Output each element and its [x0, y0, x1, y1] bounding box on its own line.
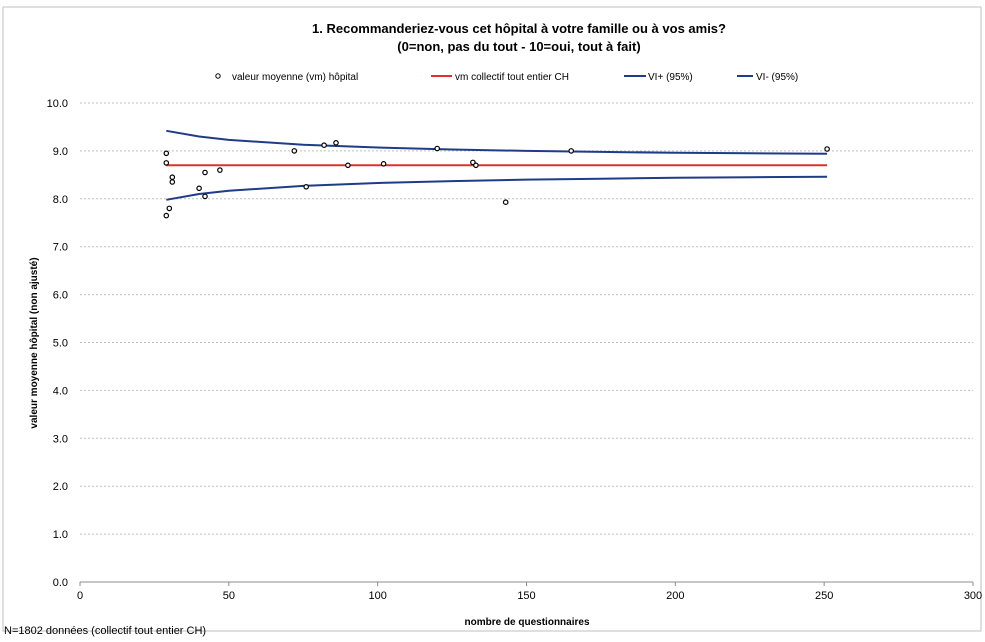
y-tick-label: 9.0 [53, 146, 68, 158]
y-axis-label: valeur moyenne hôpital (non ajusté) [29, 257, 40, 428]
legend-label-ci-lower: VI- (95%) [756, 72, 798, 83]
y-axis-ticks: 0.0 1.0 2.0 3.0 4.0 5.0 6.0 7.0 8.0 9.0 10.0 [47, 98, 68, 589]
hospital-data-point [502, 199, 509, 206]
hospital-data-point [568, 148, 575, 154]
hospital-data-point [380, 161, 387, 167]
x-tick-label: 100 [368, 590, 386, 602]
gridlines [80, 102, 973, 535]
hospital-data-point [473, 162, 479, 169]
chart-subtitle: (0=non, pas du tout - 10=oui, tout à fai… [397, 39, 640, 54]
hospital-data-point [163, 150, 170, 157]
y-tick-label: 6.0 [53, 290, 68, 302]
hospital-data-point [163, 212, 170, 219]
y-tick-label: 1.0 [53, 529, 68, 541]
hospital-data-point [166, 205, 173, 212]
y-tick-label: 8.0 [53, 194, 68, 206]
x-axis-label: nombre de questionnaires [464, 617, 589, 628]
legend: valeur moyenne (vm) hôpital vm collectif… [215, 72, 798, 83]
x-tick-label: 300 [964, 590, 982, 602]
hospital-data-point [321, 142, 327, 149]
hospital-data-point [291, 148, 298, 154]
hospital-data-point [196, 185, 202, 192]
hospital-data-point [303, 184, 310, 190]
hospital-data-point [333, 140, 339, 146]
x-tick-label: 0 [77, 590, 83, 602]
hospital-data-point [434, 145, 441, 152]
hospital-data-point [202, 169, 208, 176]
legend-label-ci-upper: VI+ (95%) [648, 72, 693, 83]
hospital-data-point [217, 167, 223, 173]
y-tick-label: 3.0 [53, 433, 68, 445]
x-tick-label: 150 [517, 590, 535, 602]
chart-title: 1. Recommanderiez-vous cet hôpital à vot… [312, 21, 726, 36]
y-tick-label: 4.0 [53, 385, 68, 397]
hospital-data-point [824, 146, 830, 152]
x-tick-label: 250 [815, 590, 833, 602]
x-axis-ticks: 0 50 100 150 200 250 300 [77, 582, 982, 602]
hospital-data-point [202, 193, 208, 200]
hospital-data-point [345, 162, 351, 169]
series-lines [166, 129, 828, 201]
x-tick-label: 50 [223, 590, 235, 602]
legend-label-points: valeur moyenne (vm) hôpital [232, 72, 358, 83]
legend-label-mean: vm collectif tout entier CH [455, 72, 569, 83]
y-tick-label: 7.0 [53, 242, 68, 254]
x-tick-label: 200 [666, 590, 684, 602]
y-tick-label: 10.0 [47, 98, 68, 110]
y-tick-label: 2.0 [53, 481, 68, 493]
y-tick-label: 0.0 [53, 577, 68, 589]
legend-marker-points [215, 73, 221, 79]
ci-lower-line [166, 175, 828, 201]
chart-frame [2, 6, 982, 632]
series-points [163, 140, 830, 219]
hospital-data-point [163, 160, 170, 166]
y-tick-label: 5.0 [53, 338, 68, 350]
hospital-data-point [169, 179, 176, 185]
ci-upper-line [166, 129, 828, 155]
footnote: N=1802 données (collectif tout entier CH… [4, 625, 207, 637]
hospital-data-point [169, 174, 176, 181]
